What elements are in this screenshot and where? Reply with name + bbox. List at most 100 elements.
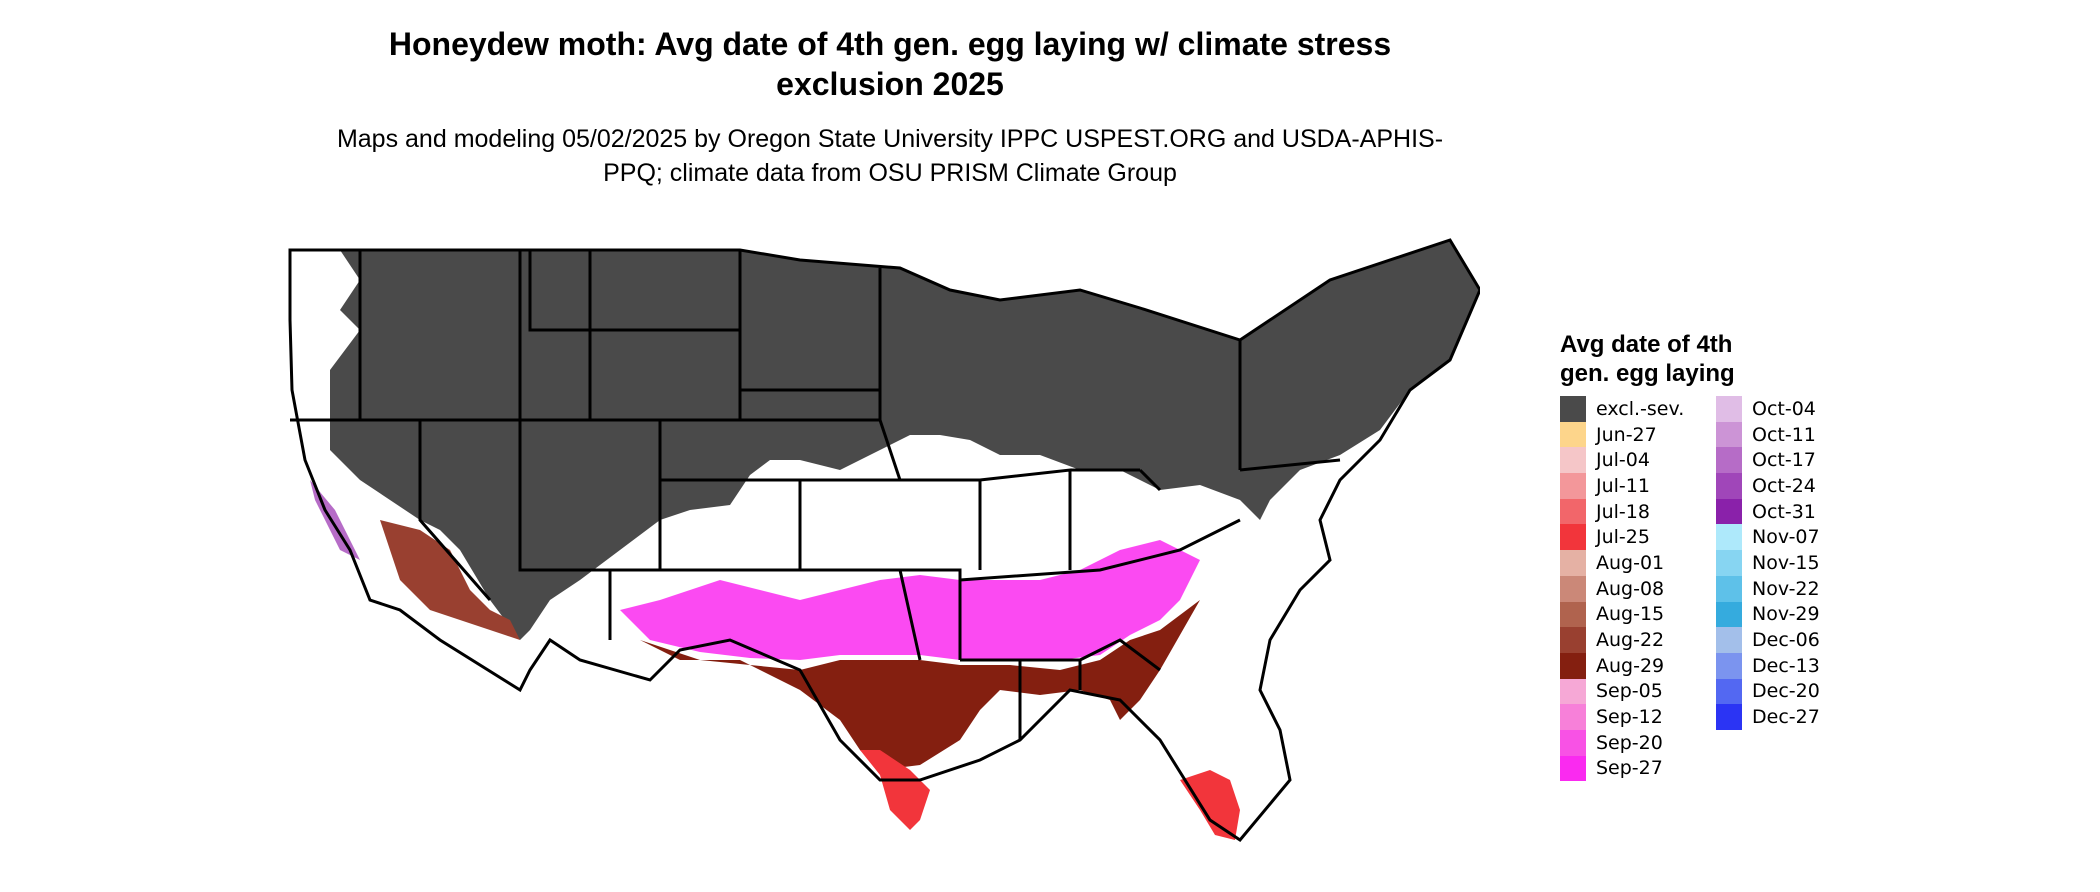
legend-swatch [1716, 652, 1742, 679]
legend-item: Dec-20 [1716, 678, 1860, 705]
legend-columns: excl.-sev. Jun-27 Jul-04 Jul-11 Jul-18 Jul-25… [1560, 396, 1890, 782]
legend-label: Sep-27 [1596, 757, 1663, 780]
legend-item: Oct-31 [1716, 498, 1860, 525]
legend-item: Nov-15 [1716, 550, 1860, 576]
legend-label: Oct-11 [1752, 423, 1816, 446]
legend-label: Jul-04 [1596, 449, 1650, 472]
legend-swatch [1560, 729, 1586, 756]
legend-label: Nov-22 [1752, 577, 1820, 600]
us-map-svg [288, 238, 1480, 842]
legend-item: Jul-11 [1560, 473, 1704, 499]
southeast-sep-band [620, 540, 1200, 660]
legend-swatch [1560, 601, 1586, 628]
legend-swatch [1716, 421, 1742, 448]
legend-item: Nov-22 [1716, 575, 1860, 602]
legend-swatch [1560, 473, 1586, 499]
legend-swatch [1716, 473, 1742, 499]
legend-swatch [1716, 524, 1742, 551]
legend-item: Sep-05 [1560, 678, 1704, 705]
legend-item: Sep-27 [1560, 755, 1704, 782]
state-borders [288, 238, 1480, 842]
legend-item: Jul-18 [1560, 498, 1704, 525]
legend-item: Jul-25 [1560, 524, 1704, 551]
legend-label: Dec-06 [1752, 629, 1820, 652]
legend-label: Sep-12 [1596, 706, 1663, 729]
legend-label: Aug-29 [1596, 654, 1665, 677]
legend-label: excl.-sev. [1596, 397, 1685, 420]
legend-swatch [1716, 627, 1742, 653]
legend-column-1: excl.-sev. Jun-27 Jul-04 Jul-11 Jul-18 Jul-25… [1560, 396, 1704, 782]
legend-item: Aug-15 [1560, 601, 1704, 628]
southwest-aug-patch [380, 520, 520, 640]
map-title: Honeydew moth: Avg date of 4th gen. egg … [388, 26, 1392, 102]
legend-swatch [1560, 498, 1586, 525]
legend-label: Nov-29 [1752, 603, 1820, 626]
legend-swatch [1560, 524, 1586, 551]
legend-swatch [1716, 396, 1742, 422]
legend: Avg date of 4th gen. egg laying excl.-se… [1560, 330, 1890, 782]
legend-swatch [1560, 396, 1586, 422]
legend-label: Dec-13 [1752, 654, 1820, 677]
legend-swatch [1716, 678, 1742, 705]
legend-item: Oct-24 [1716, 473, 1860, 499]
legend-item: Nov-29 [1716, 601, 1860, 628]
legend-column-2: Oct-04 Oct-11 Oct-17 Oct-24 Oct-31 Nov-07 Nov-… [1716, 396, 1860, 781]
legend-swatch [1716, 550, 1742, 576]
legend-swatch [1560, 627, 1586, 653]
legend-label: Nov-15 [1752, 551, 1820, 574]
legend-label: Dec-27 [1752, 706, 1820, 729]
map-subtitle: Maps and modeling 05/02/2025 by Oregon S… [336, 125, 1444, 187]
legend-label: Jul-25 [1596, 526, 1650, 549]
legend-swatch [1560, 575, 1586, 602]
legend-swatch [1560, 755, 1586, 782]
legend-label: Sep-05 [1596, 680, 1663, 703]
legend-label: Dec-20 [1752, 680, 1820, 703]
legend-label: Aug-01 [1596, 551, 1665, 574]
texas-south-tip [860, 750, 930, 830]
us-map [280, 220, 1480, 892]
legend-label: Jul-11 [1596, 474, 1650, 497]
legend-swatch [1716, 447, 1742, 474]
legend-label: Jun-27 [1596, 423, 1657, 446]
legend-swatch [1716, 704, 1742, 730]
legend-swatch [1560, 550, 1586, 576]
legend-item: Dec-06 [1716, 627, 1860, 653]
legend-swatch [1560, 678, 1586, 705]
legend-item: Oct-11 [1716, 421, 1860, 448]
legend-label: Aug-22 [1596, 629, 1665, 652]
legend-item: Nov-07 [1716, 524, 1860, 551]
legend-item: Sep-12 [1560, 704, 1704, 730]
legend-item: Jun-27 [1560, 421, 1704, 448]
legend-item: Aug-22 [1560, 627, 1704, 653]
legend-label: Aug-15 [1596, 603, 1665, 626]
legend-item: Aug-01 [1560, 550, 1704, 576]
southeast-aug-band [640, 600, 1200, 770]
legend-label: Oct-17 [1752, 449, 1816, 472]
legend-label: Oct-04 [1752, 397, 1816, 420]
legend-label: Aug-08 [1596, 577, 1665, 600]
legend-swatch [1560, 421, 1586, 448]
legend-item: Oct-04 [1716, 396, 1860, 422]
legend-swatch [1560, 447, 1586, 474]
legend-item: Oct-17 [1716, 447, 1860, 474]
legend-item: Jul-04 [1560, 447, 1704, 474]
legend-item: Dec-13 [1716, 652, 1860, 679]
legend-item: Sep-20 [1560, 729, 1704, 756]
legend-swatch [1560, 652, 1586, 679]
excluded-region [330, 240, 1480, 640]
legend-swatch [1716, 601, 1742, 628]
legend-item: excl.-sev. [1560, 396, 1704, 422]
legend-label: Nov-07 [1752, 526, 1820, 549]
florida-south-tip [1180, 770, 1240, 840]
legend-label: Sep-20 [1596, 731, 1663, 754]
legend-item: Dec-27 [1716, 704, 1860, 730]
legend-swatch [1560, 704, 1586, 730]
legend-swatch [1716, 498, 1742, 525]
legend-title: Avg date of 4th gen. egg laying [1560, 331, 1735, 387]
legend-item: Aug-29 [1560, 652, 1704, 679]
legend-swatch [1716, 575, 1742, 602]
legend-label: Jul-18 [1596, 500, 1650, 523]
legend-label: Oct-31 [1752, 500, 1816, 523]
legend-label: Oct-24 [1752, 474, 1816, 497]
